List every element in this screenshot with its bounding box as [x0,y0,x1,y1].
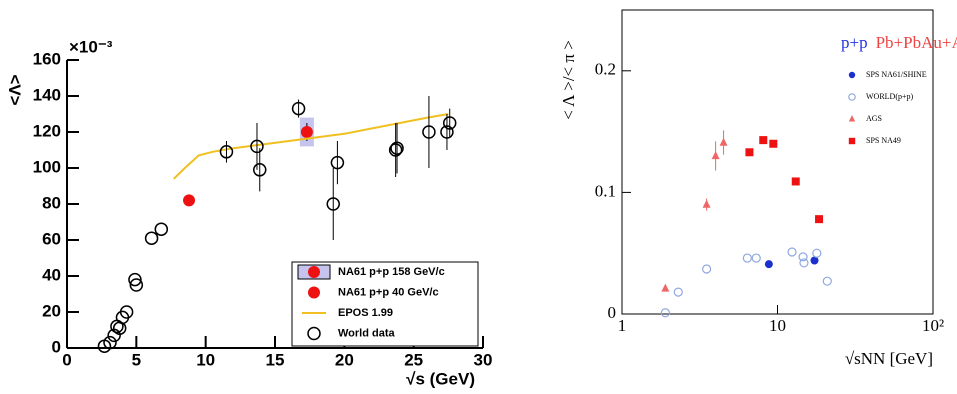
y-tick-label: 160 [33,49,61,68]
marker [308,286,320,299]
marker [103,335,117,350]
legend-label: NA61 p+p 40 GeV/c [338,286,439,298]
marker [787,247,797,257]
legend-label: AGS [866,114,882,123]
marker [129,278,144,292]
x-tick-label: 15 [266,350,285,369]
marker [719,137,728,146]
marker [154,222,169,236]
marker [798,252,808,262]
legend-header: p+p [841,33,868,52]
y-tick-label: 80 [42,193,61,212]
marker [326,197,340,211]
y-axis-label: <Λ> [5,74,24,105]
plot-frame [621,9,934,315]
marker [128,272,142,287]
marker [183,194,196,207]
marker [759,136,768,145]
marker [250,139,264,154]
marker [252,163,267,177]
marker [745,148,754,157]
marker [219,145,234,159]
x-tick-label: 30 [474,350,493,369]
marker [848,93,856,101]
marker [119,305,134,319]
marker [810,256,819,265]
x-tick-label: 1 [618,316,627,335]
marker [769,139,778,148]
legend-label: SPS NA49 [866,136,901,145]
legend-label: NA61 p+p 158 GeV/c [338,266,445,278]
marker [440,125,454,139]
y-tick-label: 0.2 [595,60,616,79]
marker [751,253,761,263]
x-axis-label: √sNN [GeV] [845,349,933,368]
y-tick-label: 0.1 [595,181,616,200]
y-multiplier: ×10⁻³ [69,37,113,56]
marker [660,308,670,318]
marker [702,264,712,274]
marker [822,276,832,286]
marker [848,115,856,122]
marker [388,143,403,157]
marker [812,248,822,258]
x-axis-label: √s (GeV) [406,369,475,388]
y-tick-label: 0 [52,337,61,356]
marker [711,151,720,160]
marker [848,71,856,79]
y-tick-label: 120 [33,121,61,140]
right-chart: 1 10 10² 0 0.1 0.2 √sNN [GeV] < Λ >/< π > p+p Pb+… [559,9,957,368]
x-tick-label: 10² [922,316,944,335]
marker [848,137,856,145]
left-chart: 0 5 10 15 20 25 30 0 20 40 60 80 100 120 140 160 ×10⁻³ √s… [5,37,492,388]
y-tick-label: 60 [42,229,61,248]
y-tick-label: 100 [33,157,61,176]
marker [144,231,159,245]
y-axis-label: < Λ >/< π > [559,40,578,120]
marker [764,260,773,269]
marker [791,177,800,186]
legend-label: WORLD(p+p) [866,92,914,101]
marker [308,266,320,278]
y-tick-label: 0 [608,303,617,322]
marker [330,155,345,170]
marker [390,141,404,155]
x-tick-label: 5 [132,350,141,369]
marker [307,326,321,341]
y-tick-label: 20 [42,301,61,320]
legend-label: World data [338,327,396,339]
marker [673,287,683,297]
line-series [173,113,449,180]
y-tick-label: 140 [33,85,61,104]
marker [661,283,670,292]
legend-label: EPOS 1.99 [338,307,393,319]
marker [422,125,436,139]
x-tick-label: 20 [335,350,354,369]
legend-header: Au+Au [921,33,957,52]
x-tick-label: 25 [404,350,423,369]
legend-header: Pb+Pb [876,33,922,52]
marker [815,215,824,224]
marker [291,101,306,116]
x-tick-label: 10 [196,350,215,369]
x-tick-label: 10 [769,316,786,335]
marker [300,126,313,138]
y-tick-label: 40 [42,265,61,284]
marker [799,258,809,268]
marker [702,199,711,208]
legend-label: SPS NA61/SHINE [866,70,927,79]
marker [442,116,457,130]
x-tick-label: 0 [62,350,71,369]
marker [742,253,752,263]
